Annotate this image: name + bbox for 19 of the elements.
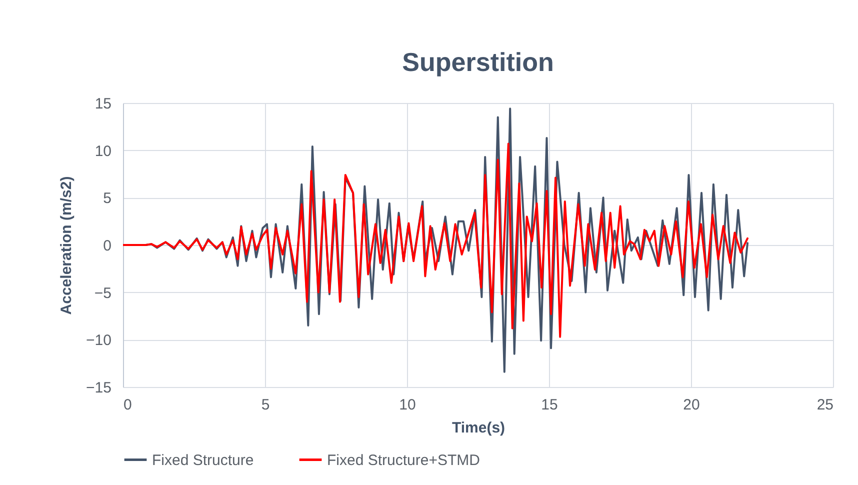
y-axis-title: Acceleration (m/s2) [58,176,76,315]
y-tick-label: −5 [94,284,112,302]
x-tick-label: 0 [124,396,132,414]
y-tick-label: −15 [86,380,112,396]
legend-label: Fixed Structure+STMD [327,452,480,469]
x-tick-label: 20 [683,396,700,414]
y-tick-label: −10 [86,332,112,350]
x-tick-label: 5 [261,396,270,414]
y-tick-label: 15 [94,96,112,112]
legend-label: Fixed Structure [152,452,254,469]
x-tick-label: 25 [816,396,834,414]
y-tick-label: 0 [103,238,112,254]
x-axis-title: Time(s) [452,420,506,436]
line-series [123,142,749,338]
chart-title: Superstition [402,47,554,77]
x-tick-label: 10 [399,396,416,414]
x-tick-label: 15 [541,396,558,414]
y-tick-label: 10 [94,142,112,160]
y-tick-label: 5 [103,190,112,208]
